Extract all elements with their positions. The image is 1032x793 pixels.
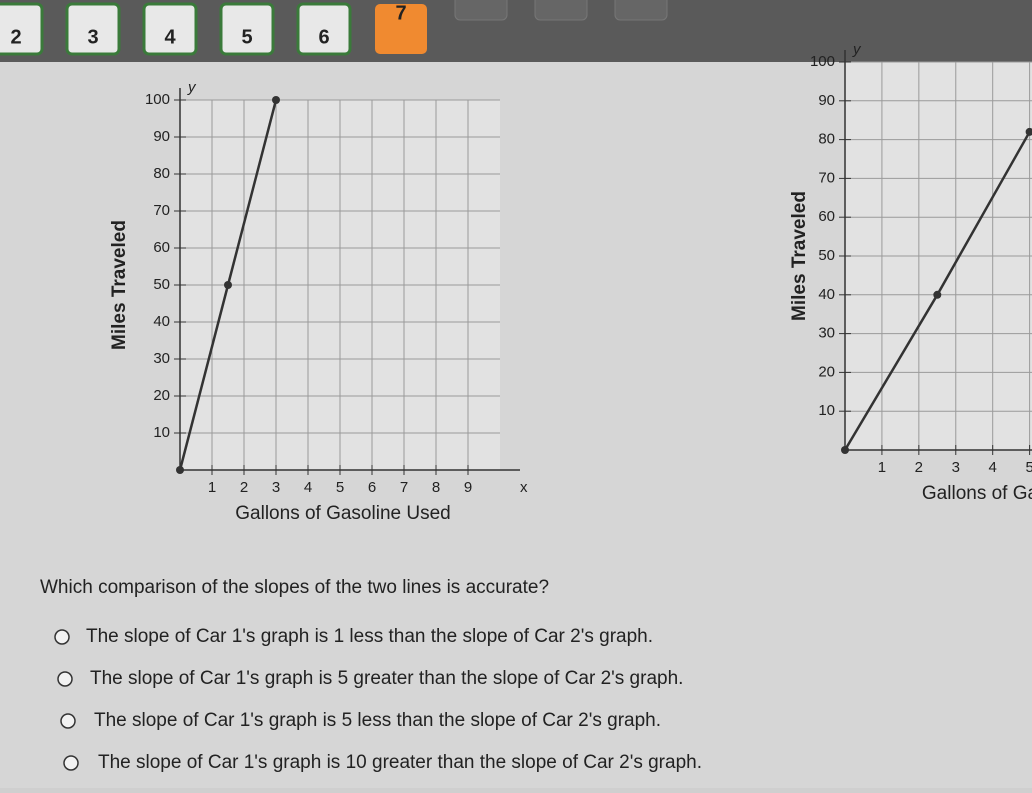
y-tick-label: 20: [153, 387, 170, 404]
radio-button[interactable]: [60, 713, 76, 729]
option-text[interactable]: The slope of Car 1's graph is 5 less tha…: [94, 710, 661, 731]
y-tick-label: 10: [153, 424, 170, 441]
nav-tab-label: 5: [241, 26, 252, 48]
nav-tab[interactable]: [142, 2, 198, 56]
nav-tab[interactable]: [614, 0, 668, 21]
y-tick-label: 20: [818, 363, 835, 380]
y-tick-label: 30: [818, 325, 835, 342]
x-tick-label: 5: [336, 479, 344, 496]
y-tick-label: 60: [153, 239, 170, 256]
x-tick-label: 7: [400, 479, 408, 496]
y-tick-label: 50: [153, 276, 170, 293]
y-axis-letter: y: [852, 41, 862, 58]
x-axis-label: Gallons of Gasoline Used: [235, 503, 450, 524]
y-tick-label: 90: [818, 92, 835, 109]
y-tick-label: 40: [153, 313, 170, 330]
y-tick-label: 70: [818, 169, 835, 186]
nav-tab-label: 6: [318, 26, 329, 48]
x-tick-label: 3: [272, 479, 280, 496]
nav-tab-label: 7: [395, 2, 406, 24]
x-tick-label: 9: [464, 479, 472, 496]
y-axis-letter: y: [187, 79, 197, 96]
nav-tab[interactable]: [65, 2, 121, 56]
data-point: [272, 96, 280, 104]
data-point: [224, 281, 232, 289]
y-tick-label: 50: [818, 247, 835, 264]
nav-tab[interactable]: [296, 2, 352, 56]
x-tick-label: 4: [304, 479, 312, 496]
y-tick-label: 100: [810, 53, 835, 70]
x-tick-label: 3: [952, 459, 960, 476]
x-tick-label: 6: [368, 479, 376, 496]
nav-tab[interactable]: [0, 2, 44, 56]
data-point: [841, 446, 849, 454]
x-tick-label: 2: [240, 479, 248, 496]
y-tick-label: 90: [153, 128, 170, 145]
data-point: [176, 466, 184, 474]
y-tick-label: 40: [818, 286, 835, 303]
nav-tab-label: 3: [87, 26, 98, 48]
nav-tab-label: 4: [164, 26, 176, 48]
nav-tab[interactable]: [454, 0, 508, 21]
x-tick-label: 1: [878, 459, 886, 476]
nav-tab-label: 2: [10, 26, 21, 48]
radio-button[interactable]: [54, 629, 70, 645]
x-tick-label: 5: [1025, 459, 1032, 476]
option-text[interactable]: The slope of Car 1's graph is 1 less tha…: [86, 626, 653, 647]
x-tick-label: 1: [208, 479, 216, 496]
data-point: [1025, 127, 1032, 136]
nav-tab[interactable]: [219, 2, 275, 56]
x-tick-label: 8: [432, 479, 440, 496]
y-tick-label: 80: [153, 165, 170, 182]
option-text[interactable]: The slope of Car 1's graph is 10 greater…: [98, 752, 702, 773]
question: Which comparison of the slopes of the tw…: [40, 577, 549, 598]
x-tick-label: 2: [915, 459, 923, 476]
radio-button[interactable]: [57, 671, 73, 687]
option-text[interactable]: The slope of Car 1's graph is 5 greater …: [90, 668, 683, 689]
y-axis-label: Miles Traveled: [789, 191, 810, 321]
nav-tab[interactable]: [534, 0, 588, 21]
y-tick-label: 100: [145, 91, 170, 108]
y-tick-label: 70: [153, 202, 170, 219]
y-axis-label: Miles Traveled: [109, 220, 130, 350]
y-tick-label: 10: [818, 402, 835, 419]
x-axis-letter: x: [520, 479, 528, 496]
data-point: [933, 290, 942, 299]
x-axis-label: Gallons of Ga: [922, 483, 1032, 504]
radio-button[interactable]: [63, 755, 79, 771]
y-tick-label: 30: [153, 350, 170, 367]
y-tick-label: 80: [818, 131, 835, 148]
y-tick-label: 60: [818, 208, 835, 225]
nav-tab[interactable]: [375, 4, 427, 54]
x-tick-label: 4: [989, 459, 997, 476]
